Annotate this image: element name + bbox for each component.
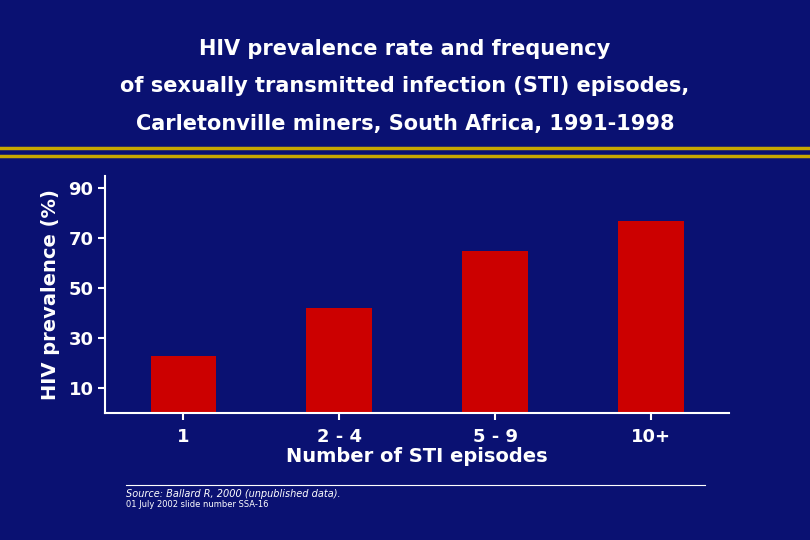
Text: Number of STI episodes: Number of STI episodes	[287, 447, 548, 466]
Bar	[306, 308, 372, 413]
Text: of sexually transmitted infection (STI) episodes,: of sexually transmitted infection (STI) …	[121, 76, 689, 97]
Bar	[618, 220, 684, 413]
Bar	[151, 355, 216, 413]
Text: Source: Ballard R, 2000 (unpublished data).: Source: Ballard R, 2000 (unpublished dat…	[126, 489, 340, 498]
Text: Carletonville miners, South Africa, 1991-1998: Carletonville miners, South Africa, 1991…	[136, 114, 674, 134]
Text: 01 July 2002 slide number SSA-16: 01 July 2002 slide number SSA-16	[126, 501, 268, 509]
Text: HIV prevalence rate and frequency: HIV prevalence rate and frequency	[199, 38, 611, 59]
Y-axis label: HIV prevalence (%): HIV prevalence (%)	[41, 189, 60, 400]
Bar	[463, 251, 528, 413]
